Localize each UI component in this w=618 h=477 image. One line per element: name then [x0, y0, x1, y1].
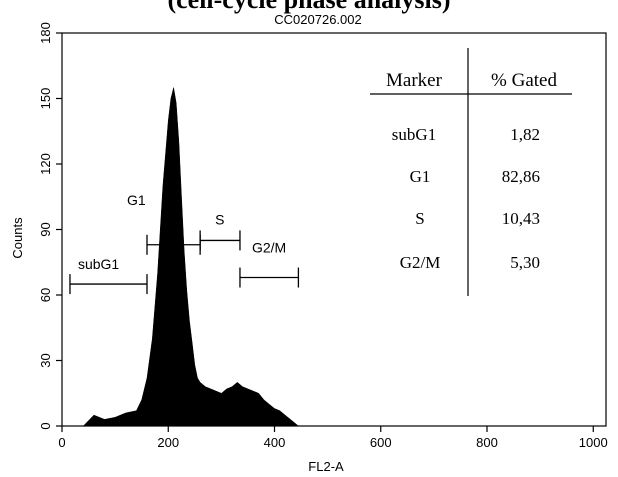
table-cell-marker: subG1	[392, 125, 436, 144]
x-axis: 0 200 400 600 800 1000	[58, 426, 608, 450]
gate-marker	[239, 267, 300, 288]
x-axis-label: FL2-A	[308, 459, 344, 474]
x-tick-label: 400	[264, 435, 286, 450]
histogram-area-series	[83, 87, 299, 427]
plot-frame	[61, 32, 607, 427]
x-tick-label: 0	[58, 435, 65, 450]
table-header-gated: % Gated	[491, 70, 557, 91]
table-cell-gated: 82,86	[502, 167, 540, 186]
y-tick-label: 90	[38, 222, 53, 236]
gate-marker	[199, 230, 241, 251]
x-tick-label: 800	[476, 435, 498, 450]
y-tick-label: 30	[38, 353, 53, 367]
gate-label: S	[215, 211, 224, 227]
y-tick-label: 0	[38, 422, 53, 429]
table-cell-gated: 5,30	[510, 253, 540, 272]
gate-label: G1	[127, 192, 146, 208]
y-tick-label: 60	[38, 288, 53, 302]
y-tick-label: 120	[38, 153, 53, 175]
table-cell-marker: G2/M	[400, 253, 441, 272]
table-cell-gated: 1,82	[510, 125, 540, 144]
gate-marker	[69, 274, 148, 295]
y-axis: 0 30 60 90 120 150 180	[38, 22, 62, 430]
y-tick-label: 150	[38, 88, 53, 110]
table-header-marker: Marker	[386, 70, 443, 91]
table-cell-gated: 10,43	[502, 209, 540, 228]
gate-label: G2/M	[252, 240, 286, 256]
chart-title: CC020726.002	[274, 12, 361, 27]
gate-markers: subG1 G1 S G2/M	[69, 192, 300, 295]
header-fragment: (cell-cycle phase analysis)	[167, 0, 450, 14]
table-cell-marker: G1	[410, 167, 431, 186]
gated-stats-table: Marker % Gated subG1 1,82 G1 82,86 S 10,…	[370, 48, 572, 296]
x-tick-label: 200	[157, 435, 179, 450]
x-tick-label: 1000	[579, 435, 608, 450]
gate-label: subG1	[78, 256, 119, 272]
y-tick-label: 180	[38, 22, 53, 44]
y-axis-label: Counts	[10, 217, 25, 259]
table-cell-marker: S	[415, 209, 424, 228]
x-tick-label: 600	[370, 435, 392, 450]
